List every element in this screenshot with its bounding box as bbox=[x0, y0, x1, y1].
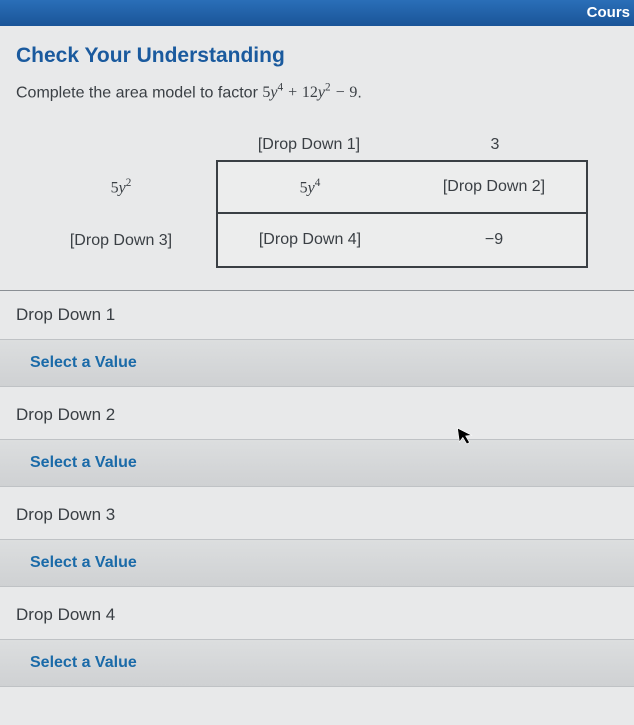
prompt-prefix: Complete the area model to factor bbox=[16, 84, 262, 101]
dropdown-3-select[interactable]: Select a Value bbox=[0, 539, 634, 587]
cell-r1c1: 5y4 bbox=[216, 160, 402, 214]
dropdown-3-label: Drop Down 3 bbox=[16, 505, 618, 525]
dropdown-3-section: Drop Down 3 Select a Value bbox=[0, 491, 634, 591]
topbar-text: Cours bbox=[587, 4, 630, 21]
dropdown-1-select[interactable]: Select a Value bbox=[0, 339, 634, 387]
question-prompt: Complete the area model to factor 5y4 + … bbox=[16, 82, 618, 102]
cell-r2c1: [Drop Down 4] bbox=[216, 214, 402, 268]
expression: 5y4 + 12y2 − 9 bbox=[262, 84, 357, 101]
dropdown-1-label: Drop Down 1 bbox=[16, 305, 618, 325]
dropdown-2-section: Drop Down 2 Select a Value bbox=[0, 391, 634, 491]
dropdown-4-label: Drop Down 4 bbox=[16, 605, 618, 625]
course-topbar: Cours bbox=[0, 0, 634, 26]
dropdown-2-label: Drop Down 2 bbox=[16, 405, 618, 425]
dropdown-2-select[interactable]: Select a Value bbox=[0, 439, 634, 487]
dropdown-1-section: Drop Down 1 Select a Value bbox=[0, 291, 634, 391]
section-heading: Check Your Understanding bbox=[16, 44, 618, 68]
cell-r2c2: −9 bbox=[402, 214, 588, 268]
row-label-2: [Drop Down 3] bbox=[26, 214, 216, 268]
row-label-1: 5y2 bbox=[26, 160, 216, 214]
col-header-1: [Drop Down 1] bbox=[216, 130, 402, 160]
dropdown-4-select[interactable]: Select a Value bbox=[0, 639, 634, 687]
cell-r1c2: [Drop Down 2] bbox=[402, 160, 588, 214]
col-header-2: 3 bbox=[402, 130, 588, 160]
dropdown-4-section: Drop Down 4 Select a Value bbox=[0, 591, 634, 691]
area-model-grid: [Drop Down 1] 3 5y2 5y4 [Drop Down 2] [D… bbox=[26, 130, 618, 268]
question-content: Check Your Understanding Complete the ar… bbox=[0, 26, 634, 268]
